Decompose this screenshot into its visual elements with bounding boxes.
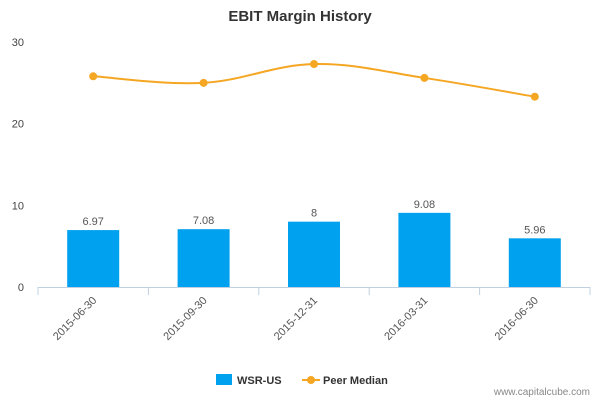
- peer-median-point[interactable]: [420, 73, 429, 82]
- bar-wsr-us[interactable]: [508, 238, 561, 287]
- credit-text: www.capitalcube.com: [493, 387, 590, 398]
- bar-data-label: 5.96: [524, 224, 545, 236]
- bar-wsr-us[interactable]: [398, 212, 451, 287]
- legend: WSR-US Peer Median: [216, 374, 388, 387]
- peer-median-point[interactable]: [199, 78, 208, 87]
- legend-swatch-wsr-us: [216, 374, 232, 385]
- x-axis: 2015-06-30 2015-09-30 2015-12-31 2016-03-31…: [37, 287, 591, 343]
- bar-data-labels: 6.97 7.08 8 9.08 5.96: [82, 199, 545, 236]
- bar-data-label: 8: [311, 208, 317, 220]
- legend-item-wsr-us[interactable]: WSR-US: [216, 374, 282, 387]
- x-tick-label: 2016-06-30: [493, 295, 541, 343]
- chart-title: EBIT Margin History: [228, 8, 372, 25]
- legend-label-wsr-us: WSR-US: [237, 375, 282, 387]
- y-tick-label: 20: [12, 119, 24, 131]
- legend-item-peer-median[interactable]: Peer Median: [302, 375, 388, 387]
- y-tick-label: 10: [12, 200, 24, 212]
- bar-wsr-us[interactable]: [177, 229, 230, 287]
- y-axis: 0 10 20 30: [12, 37, 24, 294]
- x-tick-label: 2016-03-31: [382, 295, 430, 343]
- bar-wsr-us[interactable]: [288, 221, 340, 287]
- peer-median-line: [93, 63, 535, 98]
- bar-series: [67, 212, 561, 287]
- bar-data-label: 6.97: [82, 216, 103, 228]
- x-tick-label: 2015-09-30: [161, 295, 209, 343]
- y-tick-label: 30: [12, 37, 24, 49]
- bar-data-label: 9.08: [414, 199, 435, 211]
- x-tick-label: 2015-12-31: [272, 295, 320, 343]
- bar-wsr-us[interactable]: [67, 230, 120, 287]
- peer-median-point[interactable]: [89, 72, 98, 81]
- peer-median-series: [89, 60, 539, 101]
- peer-median-point[interactable]: [310, 60, 318, 69]
- legend-swatch-peer-median-marker: [307, 376, 315, 384]
- x-tick-label: 2015-06-30: [51, 295, 99, 343]
- y-tick-label: 0: [18, 282, 24, 294]
- legend-label-peer-median: Peer Median: [323, 375, 388, 387]
- bar-data-label: 7.08: [193, 215, 214, 227]
- peer-median-point[interactable]: [530, 92, 539, 101]
